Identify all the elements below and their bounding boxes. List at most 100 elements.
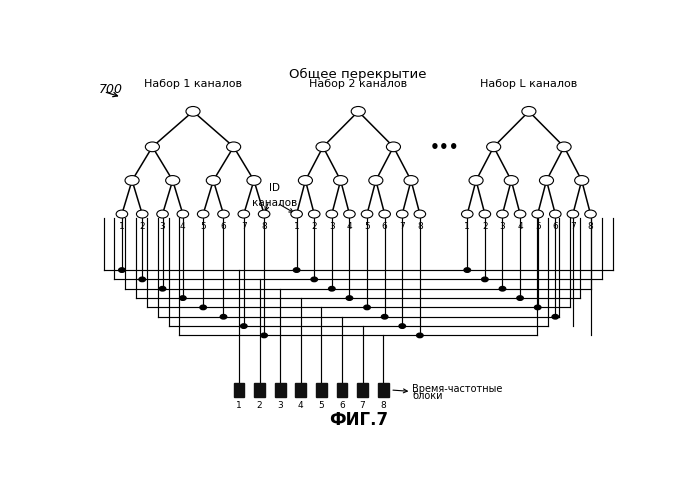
Circle shape [361,211,373,219]
Text: Набор 2 каналов: Набор 2 каналов [309,79,408,89]
Circle shape [308,211,320,219]
Circle shape [217,211,229,219]
Circle shape [499,287,505,291]
Circle shape [363,305,370,310]
Text: 8: 8 [261,222,267,230]
Circle shape [487,143,500,152]
Text: 8: 8 [380,400,386,409]
Bar [337,383,347,397]
Text: 7: 7 [399,222,405,230]
Bar [296,383,306,397]
Circle shape [145,143,159,152]
Circle shape [329,287,335,291]
Circle shape [532,211,543,219]
Bar [233,383,245,397]
Circle shape [535,305,541,310]
Circle shape [226,143,240,152]
Text: блоки: блоки [412,391,443,400]
Text: 5: 5 [364,222,370,230]
Circle shape [180,296,186,301]
Text: 7: 7 [570,222,576,230]
Circle shape [540,176,554,186]
Text: Общее перекрытие: Общее перекрытие [289,67,427,80]
Text: ID: ID [269,182,280,192]
Circle shape [139,278,145,282]
Circle shape [497,211,508,219]
Text: 2: 2 [482,222,488,230]
Circle shape [119,268,125,273]
Circle shape [396,211,408,219]
Text: 6: 6 [339,400,345,409]
Text: 5: 5 [201,222,206,230]
Text: Набор 1 каналов: Набор 1 каналов [144,79,242,89]
Text: каналов: каналов [252,198,297,208]
Circle shape [159,287,166,291]
Text: 4: 4 [517,222,523,230]
Circle shape [344,211,355,219]
Text: 8: 8 [588,222,593,230]
Circle shape [220,315,226,319]
Text: 8: 8 [417,222,423,230]
Bar [357,383,368,397]
Circle shape [557,143,571,152]
Circle shape [464,268,470,273]
Bar [275,383,286,397]
Text: 3: 3 [278,400,283,409]
Circle shape [399,324,405,329]
Text: 3: 3 [159,222,166,230]
Circle shape [316,143,330,152]
Circle shape [461,211,473,219]
Circle shape [197,211,209,219]
Bar [377,383,389,397]
Text: 1: 1 [464,222,470,230]
Text: 2: 2 [312,222,317,230]
Circle shape [482,278,488,282]
Circle shape [469,176,483,186]
Text: 6: 6 [221,222,226,230]
Text: 3: 3 [329,222,335,230]
Text: 6: 6 [382,222,387,230]
Circle shape [379,211,391,219]
Text: 4: 4 [180,222,186,230]
Circle shape [414,211,426,219]
Circle shape [417,333,423,338]
Text: 700: 700 [99,83,123,96]
Circle shape [177,211,189,219]
Circle shape [294,268,300,273]
Text: •••: ••• [430,140,460,155]
Circle shape [346,296,353,301]
Text: 5: 5 [319,400,324,409]
Circle shape [517,296,524,301]
Circle shape [387,143,401,152]
Circle shape [259,211,270,219]
Text: 1: 1 [236,400,242,409]
Text: Время-частотные: Время-частотные [412,383,503,393]
Circle shape [351,107,366,117]
Text: 6: 6 [552,222,559,230]
Circle shape [514,211,526,219]
Circle shape [125,176,139,186]
Circle shape [369,176,383,186]
Circle shape [404,176,418,186]
Circle shape [549,211,561,219]
Text: 4: 4 [298,400,303,409]
Text: 1: 1 [119,222,125,230]
Circle shape [479,211,491,219]
Circle shape [567,211,579,219]
Circle shape [186,107,200,117]
Circle shape [157,211,168,219]
Circle shape [261,333,267,338]
Circle shape [206,176,220,186]
Circle shape [116,211,128,219]
Circle shape [291,211,303,219]
Circle shape [552,315,559,319]
Circle shape [298,176,312,186]
Text: 2: 2 [257,400,262,409]
Circle shape [240,324,247,329]
Circle shape [575,176,589,186]
Text: 7: 7 [360,400,366,409]
Circle shape [382,315,388,319]
Bar [254,383,265,397]
Text: 3: 3 [500,222,505,230]
Text: 1: 1 [294,222,299,230]
